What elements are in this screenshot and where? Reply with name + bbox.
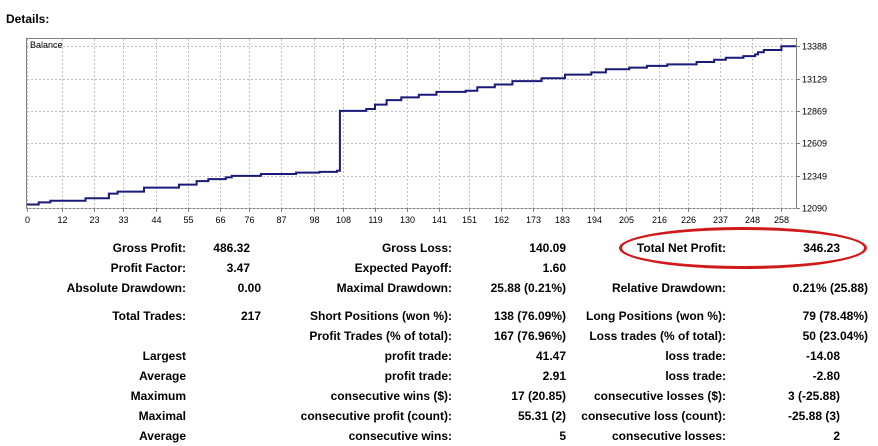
gross-loss-label: Gross Loss: — [381, 241, 452, 255]
maximal-consec-profit-value: 55.31 (2) — [517, 409, 566, 423]
x-axis-ticks: 0 12 23 33 44 55 66 76 87 98 108 119 130 141 151 162 173… — [25, 208, 789, 225]
maximal-consec-profit-label: consecutive profit (count): — [300, 409, 452, 423]
relative-drawdown-value: 0.21% (25.88) — [792, 281, 868, 295]
grid-lines — [27, 39, 796, 209]
largest-label: Largest — [142, 349, 186, 363]
chart-title: Balance — [30, 40, 63, 50]
x-tick-label: 33 — [118, 215, 128, 225]
average-profit-label: profit trade: — [384, 369, 452, 383]
y-tick-label: 12609 — [802, 139, 827, 149]
maximum-label: Maximum — [130, 389, 186, 403]
x-tick-label: 44 — [151, 215, 161, 225]
absolute-drawdown-label: Absolute Drawdown: — [66, 281, 186, 295]
largest-profit-value: 41.47 — [535, 349, 566, 363]
largest-loss-value: -14.08 — [805, 349, 840, 363]
x-tick-label: 108 — [336, 215, 351, 225]
short-positions-value: 138 (76.09%) — [493, 309, 566, 323]
y-tick-label: 13129 — [802, 75, 827, 85]
x-tick-label: 98 — [309, 215, 319, 225]
x-tick-label: 248 — [745, 215, 760, 225]
maximal-drawdown-value: 25.88 (0.21%) — [490, 281, 566, 295]
avg-consec-losses-value: 2 — [833, 429, 840, 443]
short-positions-label: Short Positions (won %): — [310, 309, 452, 323]
x-tick-label: 119 — [368, 215, 382, 225]
average2-label: Average — [139, 429, 186, 443]
long-positions-value: 79 (78.48%) — [802, 309, 868, 323]
profit-trades-label: Profit Trades (% of total): — [309, 329, 452, 343]
avg-consec-wins-value: 5 — [559, 429, 566, 443]
x-tick-label: 226 — [681, 215, 696, 225]
y-tick-label: 13388 — [802, 42, 827, 52]
relative-drawdown-label: Relative Drawdown: — [611, 281, 726, 295]
x-tick-label: 87 — [276, 215, 286, 225]
x-tick-label: 216 — [652, 215, 667, 225]
y-tick-label: 12869 — [802, 107, 827, 117]
x-tick-label: 205 — [619, 215, 634, 225]
avg-consec-losses-label: consecutive losses: — [611, 429, 726, 443]
highlight-ellipse — [619, 227, 867, 269]
x-tick-label: 173 — [526, 215, 541, 225]
x-tick-label: 183 — [555, 215, 570, 225]
x-tick-label: 258 — [774, 215, 789, 225]
max-consec-wins-label: consecutive wins ($): — [330, 389, 452, 403]
max-consec-losses-label: consecutive losses ($): — [593, 389, 726, 403]
x-tick-label: 151 — [462, 215, 477, 225]
y-tick-label: 12090 — [802, 204, 827, 214]
expected-payoff-label: Expected Payoff: — [354, 261, 452, 275]
max-consec-losses-value: 3 (-25.88) — [787, 389, 840, 403]
profit-trades-value: 167 (76.96%) — [493, 329, 566, 343]
x-tick-label: 237 — [713, 215, 728, 225]
loss-trades-value: 50 (23.04%) — [802, 329, 868, 343]
maximal-drawdown-label: Maximal Drawdown: — [336, 281, 452, 295]
absolute-drawdown-value: 0.00 — [237, 281, 261, 295]
average-loss-label: loss trade: — [665, 369, 726, 383]
details-title: Details: — [6, 12, 50, 26]
x-tick-label: 55 — [183, 215, 193, 225]
total-trades-label: Total Trades: — [112, 309, 186, 323]
gross-loss-value: 140.09 — [529, 241, 566, 255]
maximal-consec-loss-label: consecutive loss (count): — [581, 409, 726, 423]
gross-profit-label: Gross Profit: — [112, 241, 186, 255]
y-tick-label: 12349 — [802, 172, 827, 182]
profit-factor-label: Profit Factor: — [110, 261, 186, 275]
x-tick-label: 76 — [244, 215, 254, 225]
expected-payoff-value: 1.60 — [542, 261, 566, 275]
x-tick-label: 23 — [89, 215, 99, 225]
max-consec-wins-value: 17 (20.85) — [511, 389, 566, 403]
avg-consec-wins-label: consecutive wins: — [348, 429, 452, 443]
balance-series-line — [27, 45, 796, 206]
largest-loss-label: loss trade: — [665, 349, 726, 363]
x-tick-label: 0 — [25, 215, 30, 225]
maximal-consec-loss-value: -25.88 (3) — [787, 409, 840, 423]
profit-factor-value: 3.47 — [226, 261, 250, 275]
balance-chart: Balance 12090 12349 12609 12869 13129 13388 0… — [25, 38, 827, 225]
x-tick-label: 162 — [494, 215, 509, 225]
total-trades-value: 217 — [240, 309, 261, 323]
average-loss-value: -2.80 — [812, 369, 840, 383]
long-positions-label: Long Positions (won %): — [586, 309, 726, 323]
maximal-label: Maximal — [138, 409, 186, 423]
average-label: Average — [139, 369, 186, 383]
x-tick-label: 12 — [57, 215, 67, 225]
x-tick-label: 66 — [215, 215, 225, 225]
y-axis-ticks: 12090 12349 12609 12869 13129 13388 — [796, 42, 827, 214]
largest-profit-label: profit trade: — [384, 349, 452, 363]
x-tick-label: 130 — [400, 215, 415, 225]
x-tick-label: 141 — [432, 215, 447, 225]
x-tick-label: 194 — [587, 215, 602, 225]
gross-profit-value: 486.32 — [213, 241, 250, 255]
loss-trades-label: Loss trades (% of total): — [589, 329, 726, 343]
average-profit-value: 2.91 — [542, 369, 566, 383]
